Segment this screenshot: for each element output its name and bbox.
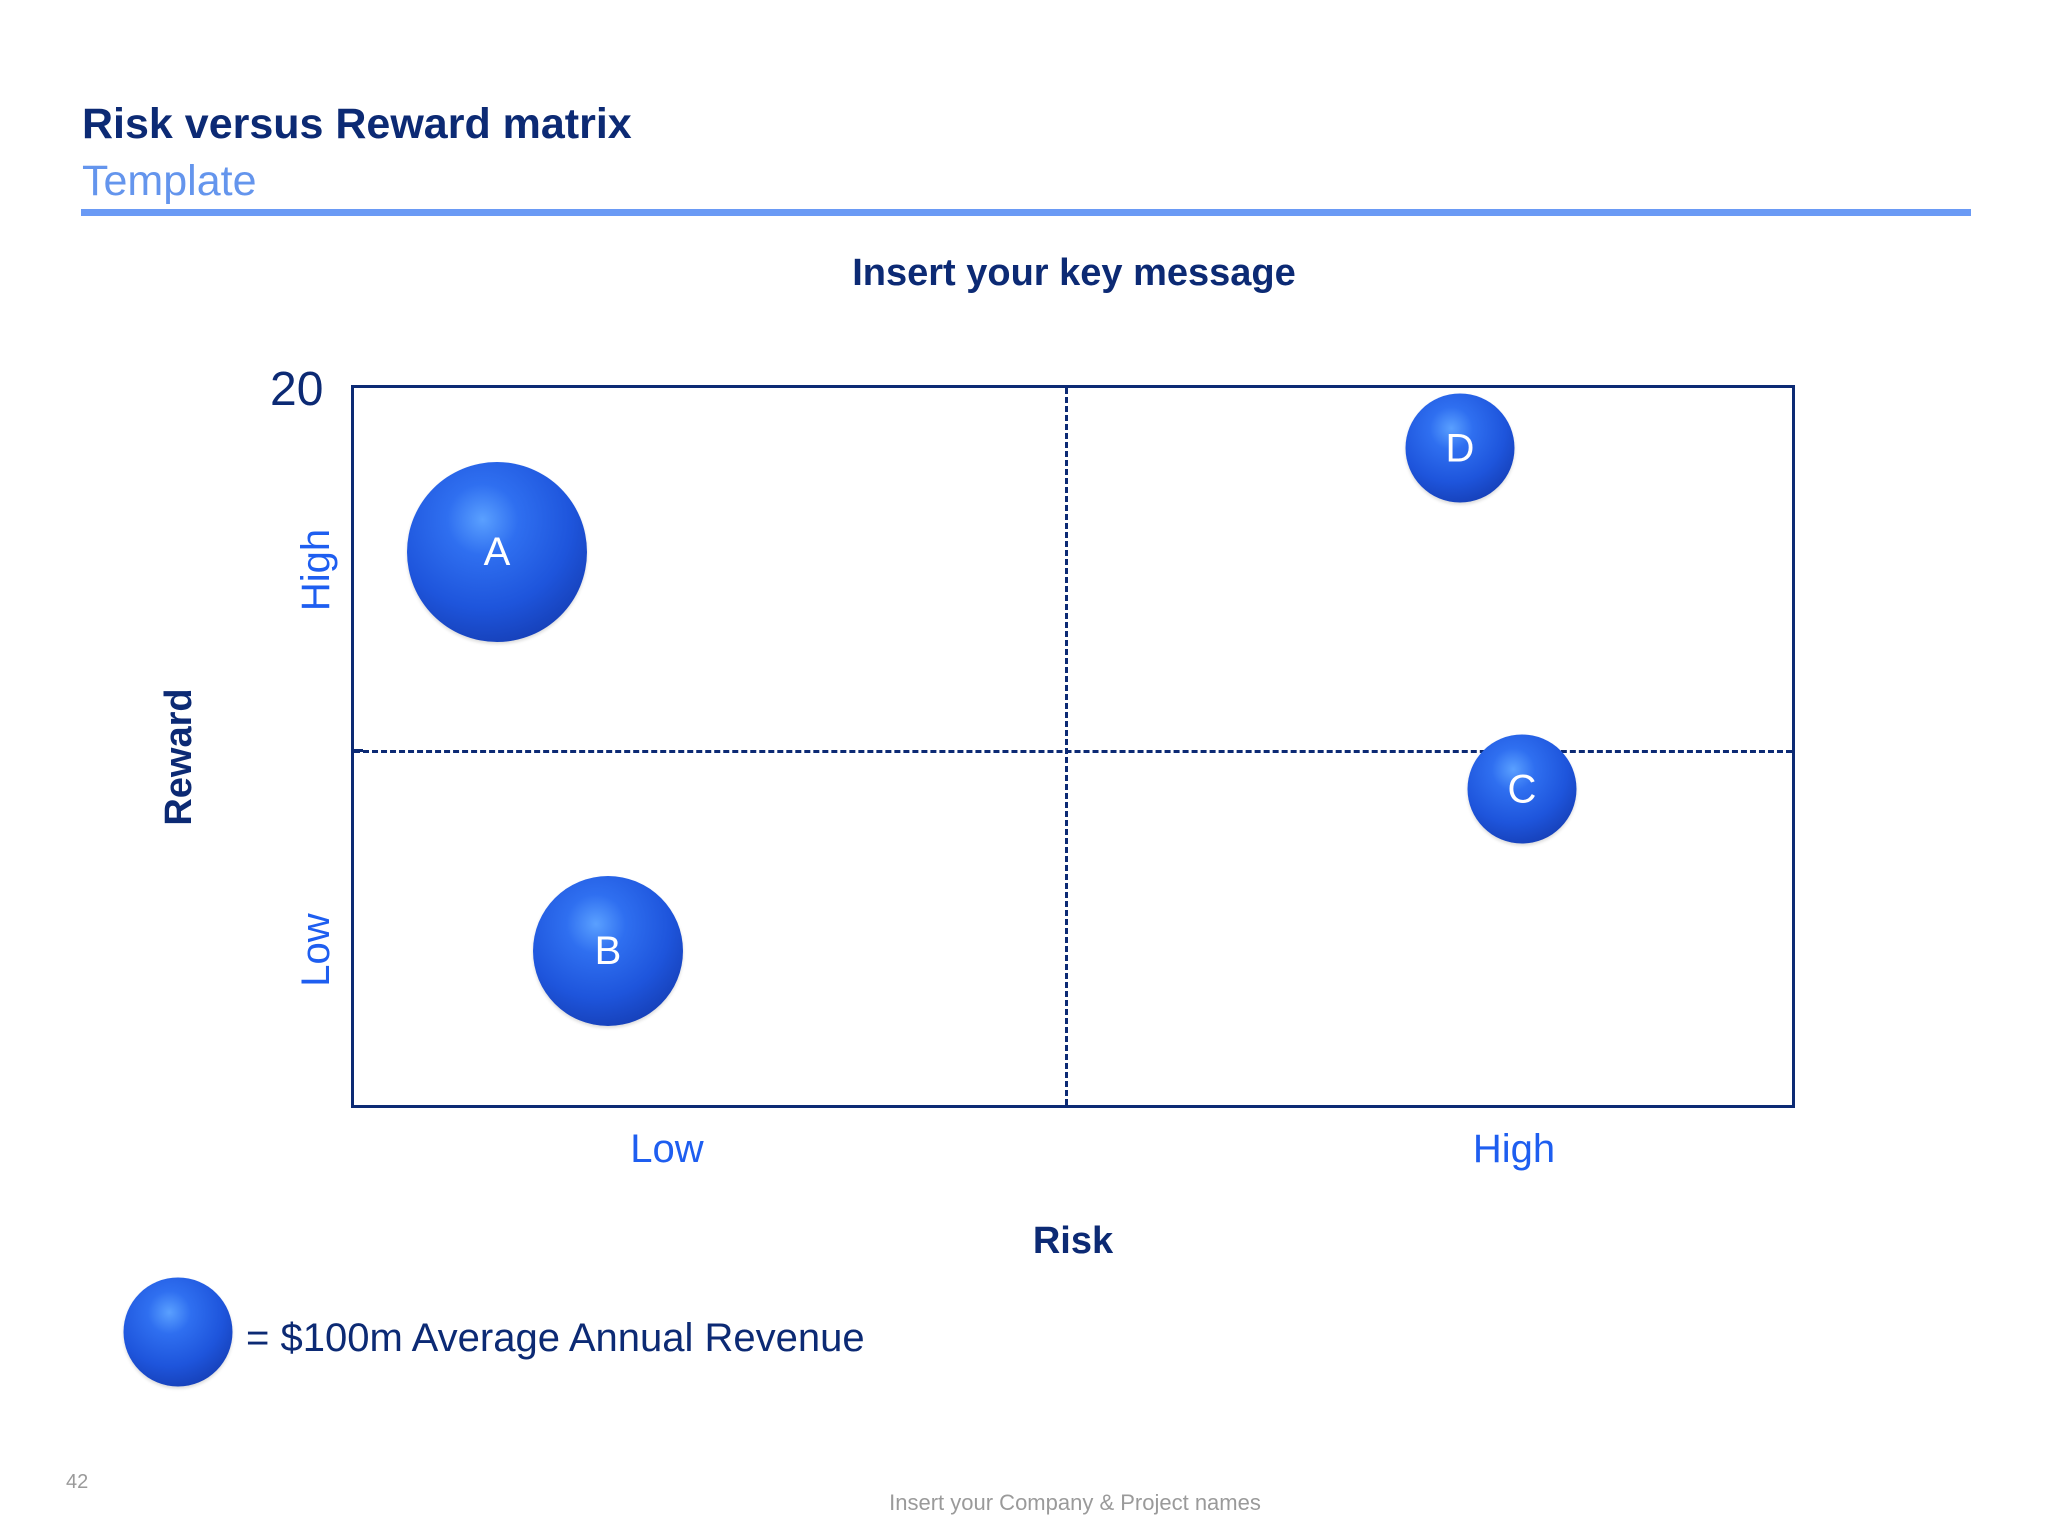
title-underline-divider [81,209,1971,216]
bubble-c: C [1467,734,1577,844]
y-axis-title: Reward [158,688,200,826]
bubble-label: B [594,929,622,973]
bubble-label: D [1445,426,1475,470]
quadrant-divider-vertical [1065,388,1068,1105]
legend-bubble-icon [123,1277,233,1387]
x-axis-low-label: Low [630,1127,704,1171]
page-title: Risk versus Reward matrix [82,100,632,148]
chart-plot-area [351,385,1795,1108]
x-axis-title: Risk [1032,1220,1114,1262]
bubble-label: C [1507,767,1537,811]
bubble-label: A [483,530,511,574]
y-axis-high-label: High [294,528,338,612]
x-axis-high-label: High [1472,1127,1556,1171]
y-axis-mid-tick [351,749,363,752]
y-axis-max-label: 20 [270,363,324,416]
page-subtitle: Template [82,157,257,205]
footer-company-text: Insert your Company & Project names [889,1490,1261,1515]
bubble-a: A [407,462,587,642]
quadrant-divider-horizontal [354,750,1792,753]
key-message: Insert your key message [852,252,1296,294]
legend-text: = $100m Average Annual Revenue [246,1316,865,1360]
page-number: 42 [66,1471,89,1493]
bubble-d: D [1405,393,1515,503]
bubble-b: B [533,876,683,1026]
y-axis-low-label: Low [294,913,338,987]
